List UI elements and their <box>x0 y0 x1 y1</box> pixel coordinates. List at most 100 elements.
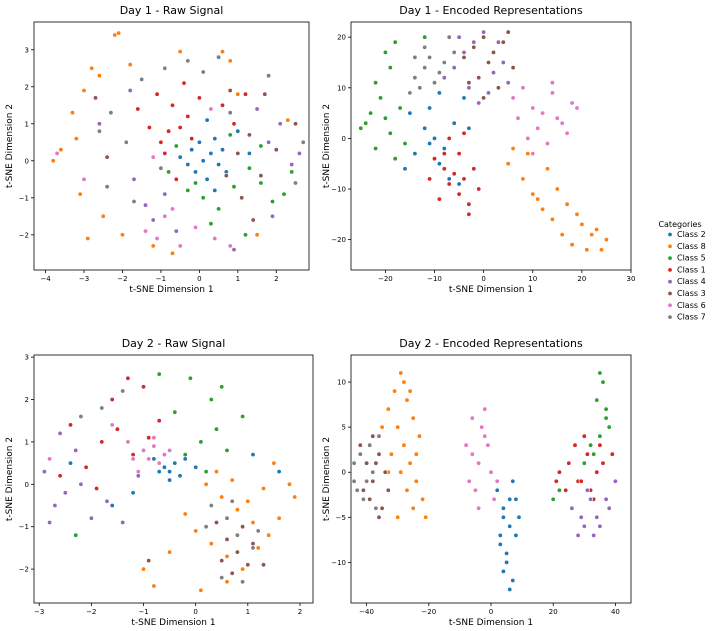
data-point <box>173 228 179 234</box>
data-point <box>166 128 172 134</box>
y-tick-label: 2 <box>25 83 29 91</box>
data-point <box>504 550 510 556</box>
data-point <box>398 370 404 376</box>
data-point <box>401 442 407 448</box>
data-point <box>410 505 416 511</box>
data-point <box>94 485 100 491</box>
data-point <box>431 135 437 141</box>
data-point <box>114 426 120 432</box>
data-point <box>588 442 594 448</box>
y-tick-label: −5 <box>336 514 346 522</box>
data-point <box>177 125 183 131</box>
series-class-1 <box>135 80 249 182</box>
data-point <box>598 247 604 253</box>
data-point <box>250 452 256 458</box>
data-point <box>260 562 266 568</box>
data-point <box>212 187 218 193</box>
scatter-panel-4: −40 −20 0 20 40 −10 −5 0 5 10 Day 2 - Encoded Repr… <box>322 337 632 628</box>
data-point <box>135 106 141 112</box>
data-point <box>569 100 575 106</box>
legend-marker <box>667 302 673 308</box>
data-point <box>476 505 482 511</box>
data-point <box>109 422 115 428</box>
data-point <box>609 451 615 457</box>
data-point <box>370 469 376 475</box>
data-point <box>368 110 374 116</box>
data-point <box>78 481 84 487</box>
data-point <box>500 505 506 511</box>
legend-label: Class 1 <box>677 265 706 274</box>
data-point <box>219 575 225 581</box>
data-point <box>507 523 513 529</box>
y-tick-label: 2 <box>25 396 29 404</box>
data-point <box>559 232 565 238</box>
legend-entry: Class 8 <box>667 242 706 251</box>
data-point <box>446 176 452 182</box>
data-point <box>379 424 385 430</box>
data-point <box>292 494 298 500</box>
data-point <box>239 195 245 201</box>
legend-label: Class 6 <box>677 301 706 310</box>
series-class-8 <box>379 370 429 520</box>
data-point <box>471 44 477 50</box>
data-point <box>594 227 600 233</box>
data-point <box>216 162 222 168</box>
data-point <box>227 88 233 94</box>
series-class-2 <box>494 478 522 592</box>
chart-title: Day 1 - Raw Signal <box>120 4 224 17</box>
data-point <box>422 125 428 131</box>
data-point <box>73 532 79 538</box>
data-point <box>47 456 53 462</box>
data-point <box>395 514 401 520</box>
data-point <box>235 150 241 156</box>
data-point <box>540 206 546 212</box>
data-point <box>466 125 472 131</box>
data-point <box>177 154 183 160</box>
data-point <box>481 29 487 35</box>
data-point <box>500 514 506 520</box>
data-point <box>556 469 562 475</box>
data-point <box>227 132 233 138</box>
data-point <box>271 460 277 466</box>
data-point <box>41 469 47 475</box>
data-point <box>436 90 442 96</box>
data-point <box>535 196 541 202</box>
data-point <box>456 181 462 187</box>
data-point <box>482 433 488 439</box>
y-tick-label: 1 <box>25 120 29 128</box>
data-point <box>125 439 131 445</box>
data-point <box>441 75 447 81</box>
y-tick-label: 3 <box>25 354 29 362</box>
data-point <box>162 213 168 219</box>
data-point <box>203 469 209 475</box>
data-point <box>550 496 556 502</box>
data-point <box>196 95 202 101</box>
data-point <box>513 496 519 502</box>
data-point <box>395 424 401 430</box>
data-point <box>364 478 370 484</box>
data-point <box>203 481 209 487</box>
data-point <box>456 151 462 157</box>
data-point <box>510 577 516 583</box>
data-point <box>161 464 167 470</box>
data-point <box>182 456 188 462</box>
data-point <box>388 451 394 457</box>
data-point <box>412 54 418 60</box>
data-point <box>258 143 264 149</box>
data-point <box>104 154 110 160</box>
data-point <box>466 80 472 86</box>
x-tick-label: −10 <box>427 275 442 283</box>
data-point <box>364 460 370 466</box>
series-class-6 <box>54 106 233 249</box>
data-point <box>219 558 225 564</box>
data-point <box>360 487 366 493</box>
data-point <box>579 221 585 227</box>
legend-entry: Class 7 <box>667 313 706 322</box>
series-class-5 <box>73 371 246 538</box>
data-point <box>471 166 477 172</box>
y-axis-label: t-SNE Dimension 2 <box>322 104 332 188</box>
data-point <box>525 151 531 157</box>
legend-title: Categories <box>658 220 701 229</box>
